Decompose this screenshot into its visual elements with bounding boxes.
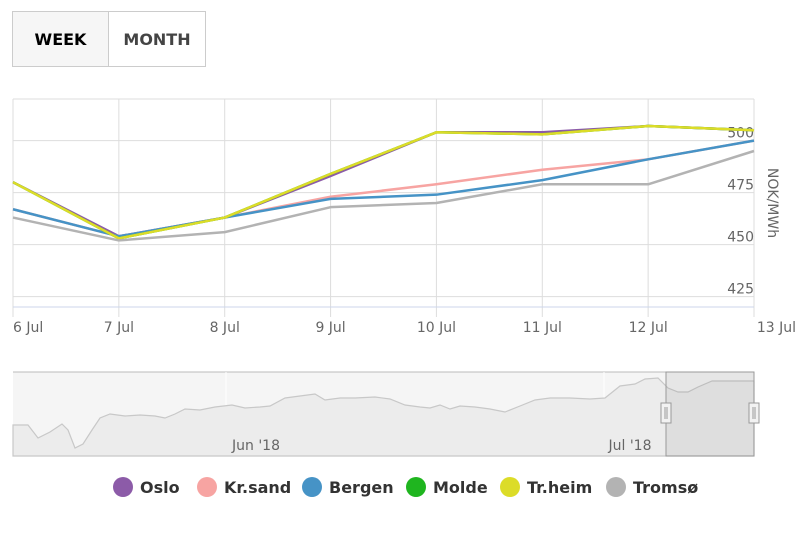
series-line-3[interactable] bbox=[12, 124, 755, 240]
legend-label: Bergen bbox=[329, 477, 394, 497]
legend-item[interactable]: Tr.heim bbox=[500, 472, 592, 502]
x-tick-label: 10 Jul bbox=[417, 320, 456, 336]
series-line-0[interactable] bbox=[12, 124, 755, 238]
legend-item[interactable]: Tromsø bbox=[606, 472, 698, 502]
legend-label: Kr.sand bbox=[224, 477, 292, 497]
y-tick-label: 450 bbox=[727, 230, 754, 246]
legend-marker bbox=[500, 477, 520, 497]
y-tick-label: 475 bbox=[727, 178, 754, 194]
legend: Oslo Kr.sand Bergen Molde Tr.heim Tromsø bbox=[0, 472, 800, 502]
legend-marker bbox=[113, 477, 133, 497]
legend-marker bbox=[302, 477, 322, 497]
x-tick-label: 8 Jul bbox=[210, 320, 240, 336]
series-line-4[interactable] bbox=[12, 124, 755, 240]
navigator-left-handle[interactable] bbox=[660, 402, 672, 424]
x-tick-label: 6 Jul bbox=[13, 320, 43, 336]
legend-marker bbox=[406, 477, 426, 497]
month-button[interactable]: MONTH bbox=[109, 11, 206, 67]
navigator-right-handle[interactable] bbox=[748, 402, 760, 424]
navigator-label-jun: Jun '18 bbox=[231, 438, 280, 454]
legend-item[interactable]: Molde bbox=[406, 472, 488, 502]
navigator-label-jul: Jul '18 bbox=[607, 438, 651, 454]
series-line-2[interactable] bbox=[12, 139, 755, 238]
legend-item[interactable]: Bergen bbox=[302, 472, 394, 502]
navigator-series-area bbox=[12, 377, 755, 457]
legend-label: Oslo bbox=[140, 477, 180, 497]
legend-label: Molde bbox=[433, 477, 488, 497]
y-axis-label: NOK/MWh bbox=[764, 168, 780, 238]
y-axis-ticks: 425 450 475 500 bbox=[727, 126, 754, 298]
x-tick-label: 11 Jul bbox=[523, 320, 562, 336]
y-tick-label: 425 bbox=[727, 282, 754, 298]
x-tick-label: 9 Jul bbox=[315, 320, 345, 336]
x-tick-label: 7 Jul bbox=[104, 320, 134, 336]
navigator[interactable]: Jun '18 Jul '18 bbox=[12, 371, 760, 457]
legend-item[interactable]: Oslo bbox=[113, 472, 180, 502]
legend-label: Tr.heim bbox=[527, 477, 593, 497]
y-tick-label: 500 bbox=[727, 126, 754, 142]
grid-lines bbox=[12, 98, 755, 317]
x-tick-label: 13 Jul bbox=[757, 320, 796, 336]
series-lines bbox=[12, 124, 755, 242]
x-axis-ticks: 6 Jul 7 Jul 8 Jul 9 Jul 10 Jul 11 Jul 12 Jul 13… bbox=[13, 320, 796, 336]
x-tick-label: 12 Jul bbox=[629, 320, 668, 336]
series-line-5[interactable] bbox=[12, 149, 755, 242]
legend-marker bbox=[197, 477, 217, 497]
legend-marker bbox=[606, 477, 626, 497]
legend-label: Tromsø bbox=[633, 477, 699, 497]
navigator-selection-mask[interactable] bbox=[665, 371, 755, 457]
legend-item[interactable]: Kr.sand bbox=[197, 472, 291, 502]
week-button[interactable]: WEEK bbox=[12, 11, 109, 67]
